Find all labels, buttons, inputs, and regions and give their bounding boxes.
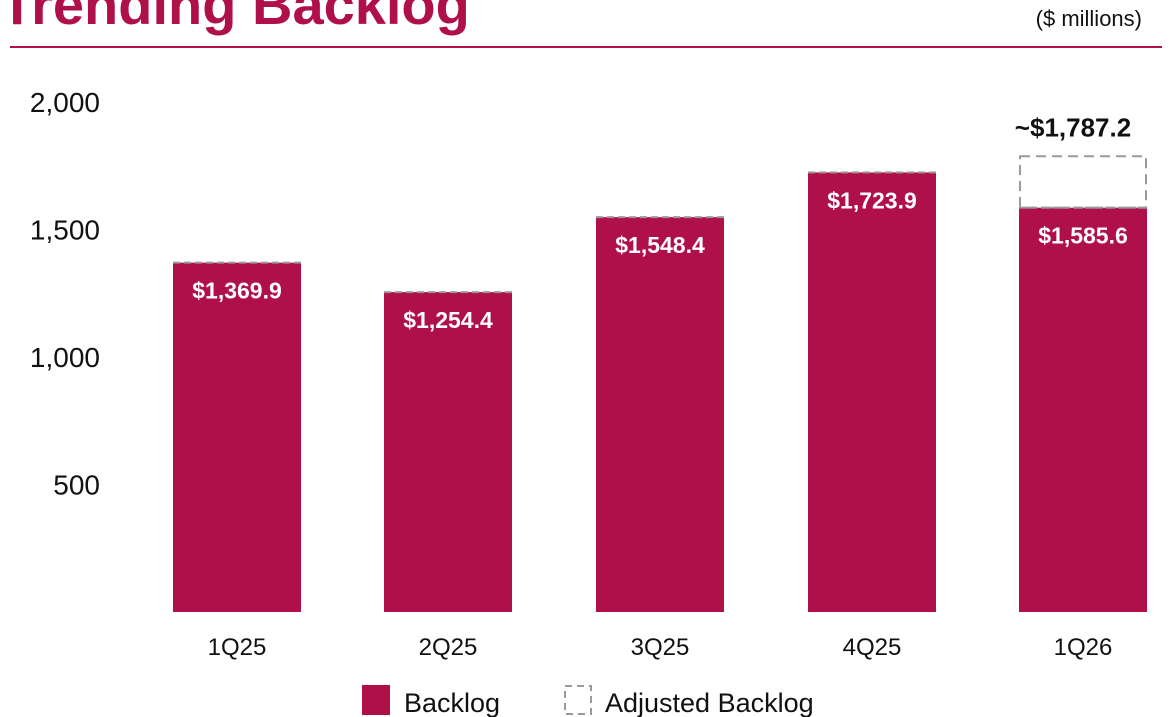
bar-backlog bbox=[1019, 207, 1147, 612]
x-tick-label: 1Q25 bbox=[208, 634, 267, 661]
y-tick-label: 500 bbox=[53, 470, 100, 501]
title-divider bbox=[10, 46, 1162, 48]
x-tick-label: 2Q25 bbox=[419, 634, 478, 661]
x-tick-label: 4Q25 bbox=[843, 634, 902, 661]
bar-adjusted-backlog bbox=[1019, 155, 1147, 209]
page-title: Trending Backlog bbox=[0, 0, 470, 36]
bar-value-label: $1,548.4 bbox=[615, 232, 705, 258]
x-tick-label: 3Q25 bbox=[631, 634, 690, 661]
y-tick-label: 2,000 bbox=[30, 87, 100, 118]
bar-backlog bbox=[808, 172, 936, 612]
bar-backlog bbox=[384, 292, 512, 612]
bar-value-label: $1,585.6 bbox=[1038, 223, 1128, 249]
y-tick-label: 1,500 bbox=[30, 215, 100, 246]
x-axis: 1Q25 2Q25 3Q25 4Q25 1Q26 bbox=[208, 634, 1113, 661]
legend-label-backlog: Backlog bbox=[404, 688, 500, 717]
adjusted-value-label: ~$1,787.2 bbox=[1015, 112, 1131, 142]
bar-value-label: $1,723.9 bbox=[827, 187, 917, 213]
legend: Backlog Adjusted Backlog bbox=[362, 685, 814, 717]
bar-value-label: $1,254.4 bbox=[403, 307, 493, 333]
bar-value-label: $1,369.9 bbox=[192, 278, 282, 304]
y-axis: 500 1,000 1,500 2,000 bbox=[30, 87, 100, 501]
bars-group: $1,369.9 $1,254.4 $1,548.4 $1,723.9 $1,585.6… bbox=[173, 112, 1147, 612]
units-label: ($ millions) bbox=[1035, 6, 1142, 31]
bar-backlog bbox=[173, 262, 301, 612]
legend-swatch-backlog bbox=[362, 685, 390, 715]
x-tick-label: 1Q26 bbox=[1054, 634, 1113, 661]
legend-swatch-adjusted bbox=[564, 685, 592, 715]
legend-label-adjusted: Adjusted Backlog bbox=[605, 688, 814, 717]
bar-backlog bbox=[596, 217, 724, 612]
y-tick-label: 1,000 bbox=[30, 342, 100, 373]
